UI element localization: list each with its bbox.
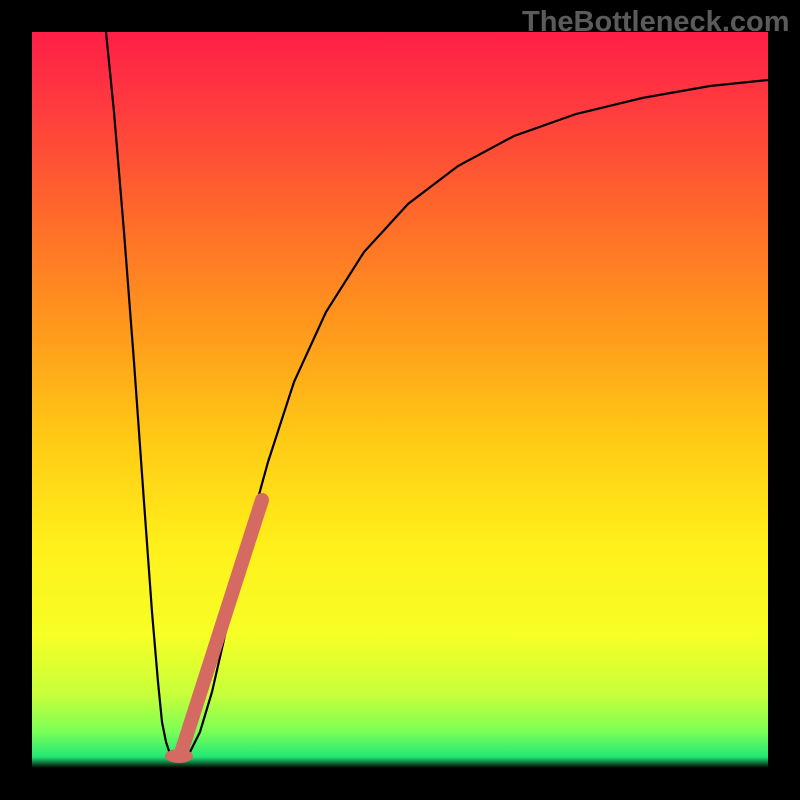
highlight-dot [165, 749, 193, 763]
bottleneck-chart [32, 32, 768, 768]
watermark-text: TheBottleneck.com [522, 6, 790, 39]
gradient-background [32, 32, 768, 768]
plot-area [32, 32, 768, 768]
